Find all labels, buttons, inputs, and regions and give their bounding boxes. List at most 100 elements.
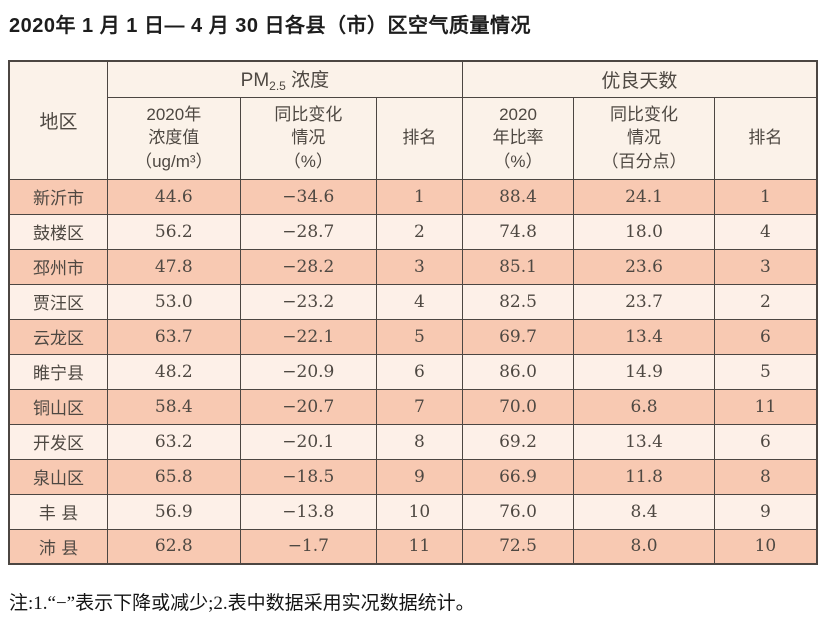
column-header-region: 地区 bbox=[8, 60, 109, 180]
cell-good-ratio: 82.5 bbox=[461, 283, 575, 320]
table-row: 云龙区 63.7 −22.1 5 69.7 13.4 6 bbox=[8, 318, 818, 355]
cell-good-change: 13.4 bbox=[573, 423, 715, 460]
column-header-good-change: 同比变化 情况 （百分点） bbox=[573, 96, 715, 180]
cell-pm-change: −28.7 bbox=[239, 213, 378, 250]
cell-pm-rank: 7 bbox=[376, 388, 463, 425]
cell-good-rank: 10 bbox=[713, 528, 818, 565]
air-quality-table: 地区 PM2.5 浓度 优良天数 2020年 浓度值 （ug/m³） 同比变化 … bbox=[8, 60, 818, 565]
cell-pm-value: 65.8 bbox=[107, 458, 241, 495]
cell-region: 新沂市 bbox=[8, 178, 109, 215]
cell-region: 鼓楼区 bbox=[8, 213, 109, 250]
cell-pm-rank: 3 bbox=[376, 248, 463, 285]
pm-label-suffix: 浓度 bbox=[285, 70, 330, 92]
cell-pm-rank: 5 bbox=[376, 318, 463, 355]
cell-region: 云龙区 bbox=[8, 318, 109, 355]
column-group-good-days: 优良天数 bbox=[461, 60, 818, 98]
cell-good-change: 11.8 bbox=[573, 458, 715, 495]
cell-good-ratio: 88.4 bbox=[461, 178, 575, 215]
cell-pm-value: 48.2 bbox=[107, 353, 241, 390]
cell-good-change: 23.6 bbox=[573, 248, 715, 285]
table-row: 鼓楼区 56.2 −28.7 2 74.8 18.0 4 bbox=[8, 213, 818, 250]
cell-good-rank: 9 bbox=[713, 493, 818, 530]
pm-label-prefix: PM bbox=[240, 70, 270, 92]
cell-good-change: 14.9 bbox=[573, 353, 715, 390]
table-row: 泉山区 65.8 −18.5 9 66.9 11.8 8 bbox=[8, 458, 818, 495]
cell-pm-value: 44.6 bbox=[107, 178, 241, 215]
cell-pm-change: −13.8 bbox=[239, 493, 378, 530]
cell-good-rank: 5 bbox=[713, 353, 818, 390]
footnote: 注:1.“−”表示下降或减少;2.表中数据采用实况数据统计。 bbox=[9, 593, 475, 614]
cell-good-ratio: 66.9 bbox=[461, 458, 575, 495]
table-row: 贾汪区 53.0 −23.2 4 82.5 23.7 2 bbox=[8, 283, 818, 320]
page-title: 2020年 1 月 1 日— 4 月 30 日各县（市）区空气质量情况 bbox=[9, 15, 532, 37]
cell-good-ratio: 70.0 bbox=[461, 388, 575, 425]
cell-good-change: 18.0 bbox=[573, 213, 715, 250]
cell-good-change: 8.0 bbox=[573, 528, 715, 565]
cell-pm-rank: 9 bbox=[376, 458, 463, 495]
cell-good-ratio: 72.5 bbox=[461, 528, 575, 565]
table-row: 睢宁县 48.2 −20.9 6 86.0 14.9 5 bbox=[8, 353, 818, 390]
cell-good-ratio: 74.8 bbox=[461, 213, 575, 250]
cell-pm-rank: 2 bbox=[376, 213, 463, 250]
cell-region: 沛 县 bbox=[8, 528, 109, 565]
column-header-good-ratio: 2020 年比率 （%） bbox=[461, 96, 575, 180]
cell-good-rank: 6 bbox=[713, 318, 818, 355]
cell-pm-value: 63.7 bbox=[107, 318, 241, 355]
column-header-good-rank: 排名 bbox=[713, 96, 818, 180]
cell-pm-value: 63.2 bbox=[107, 423, 241, 460]
cell-pm-value: 58.4 bbox=[107, 388, 241, 425]
column-header-pm-change: 同比变化 情况 （%） bbox=[239, 96, 378, 180]
cell-pm-change: −18.5 bbox=[239, 458, 378, 495]
cell-good-change: 24.1 bbox=[573, 178, 715, 215]
cell-pm-change: −1.7 bbox=[239, 528, 378, 565]
cell-pm-rank: 10 bbox=[376, 493, 463, 530]
cell-region: 泉山区 bbox=[8, 458, 109, 495]
cell-good-change: 6.8 bbox=[573, 388, 715, 425]
cell-good-change: 23.7 bbox=[573, 283, 715, 320]
header-group-row: 地区 PM2.5 浓度 优良天数 bbox=[8, 60, 818, 180]
pm-label-subscript: 2.5 bbox=[269, 79, 286, 94]
cell-pm-rank: 11 bbox=[376, 528, 463, 565]
cell-region: 铜山区 bbox=[8, 388, 109, 425]
table-row: 沛 县 62.8 −1.7 11 72.5 8.0 10 bbox=[8, 528, 818, 565]
cell-pm-value: 56.9 bbox=[107, 493, 241, 530]
cell-region: 开发区 bbox=[8, 423, 109, 460]
cell-pm-rank: 6 bbox=[376, 353, 463, 390]
cell-good-rank: 1 bbox=[713, 178, 818, 215]
cell-pm-change: −28.2 bbox=[239, 248, 378, 285]
cell-pm-rank: 4 bbox=[376, 283, 463, 320]
cell-pm-change: −20.7 bbox=[239, 388, 378, 425]
cell-pm-value: 62.8 bbox=[107, 528, 241, 565]
table-row: 邳州市 47.8 −28.2 3 85.1 23.6 3 bbox=[8, 248, 818, 285]
table-body: 新沂市 44.6 −34.6 1 88.4 24.1 1 鼓楼区 56.2 −28.7 2 74.8 1… bbox=[8, 178, 818, 565]
cell-pm-value: 56.2 bbox=[107, 213, 241, 250]
cell-pm-value: 47.8 bbox=[107, 248, 241, 285]
cell-pm-value: 53.0 bbox=[107, 283, 241, 320]
header-sub-row: 2020年 浓度值 （ug/m³） 同比变化 情况 （%） 排名 2020 年比… bbox=[9, 96, 818, 180]
cell-good-ratio: 85.1 bbox=[461, 248, 575, 285]
cell-pm-change: −23.2 bbox=[239, 283, 378, 320]
cell-region: 贾汪区 bbox=[8, 283, 109, 320]
cell-pm-change: −20.9 bbox=[239, 353, 378, 390]
cell-good-change: 8.4 bbox=[573, 493, 715, 530]
cell-good-rank: 3 bbox=[713, 248, 818, 285]
cell-good-rank: 4 bbox=[713, 213, 818, 250]
cell-good-change: 13.4 bbox=[573, 318, 715, 355]
cell-pm-change: −22.1 bbox=[239, 318, 378, 355]
table-row: 丰 县 56.9 −13.8 10 76.0 8.4 9 bbox=[8, 493, 818, 530]
cell-pm-rank: 1 bbox=[376, 178, 463, 215]
column-group-pm25: PM2.5 浓度 bbox=[107, 60, 463, 98]
cell-good-ratio: 69.2 bbox=[461, 423, 575, 460]
table-row: 开发区 63.2 −20.1 8 69.2 13.4 6 bbox=[8, 423, 818, 460]
cell-good-rank: 2 bbox=[713, 283, 818, 320]
cell-pm-change: −20.1 bbox=[239, 423, 378, 460]
cell-region: 睢宁县 bbox=[8, 353, 109, 390]
cell-good-rank: 11 bbox=[713, 388, 818, 425]
column-header-pm-rank: 排名 bbox=[376, 96, 463, 180]
cell-good-rank: 6 bbox=[713, 423, 818, 460]
table-row: 新沂市 44.6 −34.6 1 88.4 24.1 1 bbox=[8, 178, 818, 215]
cell-good-ratio: 69.7 bbox=[461, 318, 575, 355]
cell-region: 丰 县 bbox=[8, 493, 109, 530]
column-header-pm-value: 2020年 浓度值 （ug/m³） bbox=[107, 96, 241, 180]
cell-good-ratio: 86.0 bbox=[461, 353, 575, 390]
